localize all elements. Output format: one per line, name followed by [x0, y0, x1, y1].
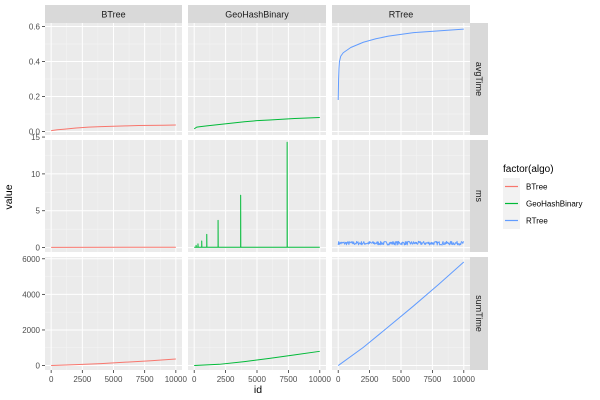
x-tick-label-rtree: 7500 — [423, 375, 441, 384]
panel-btree-ms — [45, 140, 182, 252]
strip-label-btree: BTree — [101, 10, 125, 20]
x-tick-label-btree: 7500 — [136, 375, 154, 384]
y-axes: 0.0 0.2 0.4 0.6 0 5 10 15 0 2000 4000 6000 — [22, 23, 45, 371]
panel-geohashbinary-ms — [188, 140, 326, 252]
y-tick-label-ms: 0 — [36, 244, 41, 253]
y-tick-label-sumtime: 4000 — [22, 290, 40, 299]
y-tick-label-avgtime: 0.0 — [29, 128, 41, 137]
panel-rtree-avgtime — [332, 23, 470, 135]
x-axes: 0 2500 5000 7500 10000 0 2500 5000 7500 10000 0 250… — [49, 370, 476, 384]
strip-bg-rtree — [332, 5, 470, 23]
panel-btree-sumtime — [45, 257, 182, 370]
strip-label-avgtime: avgTime — [474, 62, 484, 96]
strip-bg-ms — [470, 140, 488, 252]
legend-label-geohashbinary: GeoHashBinary — [526, 200, 582, 209]
x-tick-label-rtree: 0 — [336, 375, 341, 384]
column-strips: BTree GeoHashBinary RTree — [45, 5, 470, 23]
y-tick-label-sumtime: 6000 — [22, 255, 40, 264]
legend: factor(algo) BTree GeoHashBinary RTree — [503, 164, 582, 229]
series-line-geohashbinary-avgtime — [193, 117, 320, 130]
x-tick-label-geohashbinary: 7500 — [279, 375, 297, 384]
x-tick-label-geohashbinary: 5000 — [248, 375, 266, 384]
panel-geohashbinary-avgtime — [188, 23, 326, 135]
series-line-rtree-ms — [337, 240, 465, 246]
panel-btree-avgtime — [45, 23, 182, 135]
series-line-btree-avgtime — [51, 124, 176, 132]
y-tick-label-avgtime: 0.6 — [29, 23, 41, 32]
strip-bg-sumtime — [470, 257, 488, 370]
legend-item-rtree: RTree — [503, 212, 548, 229]
series-line-rtree-avgtime — [337, 28, 464, 101]
x-tick-label-btree: 2500 — [73, 375, 91, 384]
series-line-rtree-sumtime — [337, 261, 465, 366]
y-tick-label-sumtime: 2000 — [22, 326, 40, 335]
panel-rtree-sumtime — [332, 257, 470, 370]
strip-label-sumtime: sumTime — [474, 295, 484, 332]
x-tick-label-geohashbinary: 2500 — [217, 375, 235, 384]
y-tick-label-avgtime: 0.4 — [29, 58, 41, 67]
panel-rtree-ms — [332, 140, 470, 252]
strip-label-rtree: RTree — [389, 10, 414, 20]
x-axis-title: id — [254, 384, 262, 396]
y-axis-title: value — [3, 184, 15, 209]
x-tick-label-geohashbinary: 10000 — [309, 375, 332, 384]
series-line-btree-sumtime — [51, 358, 176, 367]
strip-bg-btree — [45, 5, 182, 23]
x-tick-label-rtree: 2500 — [361, 375, 379, 384]
x-tick-label-geohashbinary: 0 — [192, 375, 197, 384]
x-tick-label-btree: 5000 — [105, 375, 123, 384]
legend-title: factor(algo) — [503, 164, 554, 175]
legend-item-geohashbinary: GeoHashBinary — [503, 195, 582, 212]
panel-geohashbinary-sumtime — [188, 257, 326, 370]
strip-bg-geohashbinary — [188, 5, 326, 23]
strip-bg-avgtime — [470, 23, 488, 135]
strip-label-ms: ms — [474, 190, 484, 202]
y-tick-label-sumtime: 0 — [36, 362, 41, 371]
series-line-geohashbinary-ms — [194, 141, 320, 248]
x-tick-label-btree: 10000 — [165, 375, 188, 384]
y-tick-label-ms: 10 — [31, 170, 40, 179]
row-strips: avgTime ms sumTime — [470, 23, 488, 370]
y-tick-label-ms: 5 — [36, 207, 41, 216]
y-tick-label-avgtime: 0.2 — [29, 93, 41, 102]
y-tick-label-ms: 15 — [31, 133, 40, 142]
panels — [45, 23, 470, 370]
strip-label-geohashbinary: GeoHashBinary — [225, 10, 289, 20]
series-line-geohashbinary-sumtime — [194, 350, 320, 367]
x-tick-label-btree: 0 — [49, 375, 54, 384]
legend-label-rtree: RTree — [526, 217, 548, 226]
x-tick-label-rtree: 5000 — [392, 375, 410, 384]
x-tick-label-rtree: 10000 — [453, 375, 476, 384]
legend-item-btree: BTree — [503, 178, 548, 195]
legend-label-btree: BTree — [526, 183, 548, 192]
